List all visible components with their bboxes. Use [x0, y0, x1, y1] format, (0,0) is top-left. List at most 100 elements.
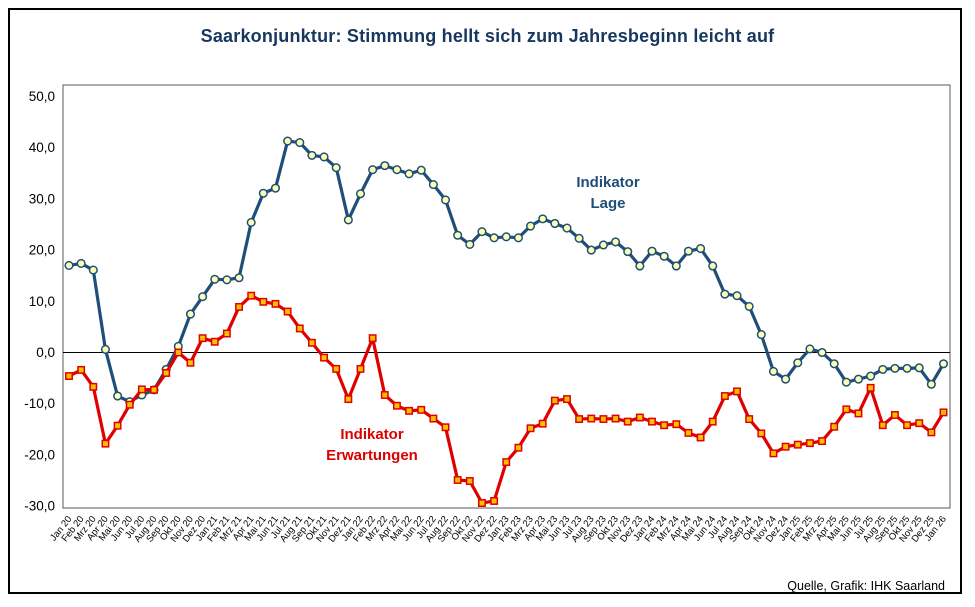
erwartungen-marker: [757, 429, 766, 438]
erwartungen-marker: [125, 400, 134, 409]
lage-marker: [671, 261, 681, 271]
y-tick-label: -20,0: [24, 447, 55, 462]
lage-marker: [222, 275, 232, 285]
lage-marker: [756, 330, 766, 340]
lage-marker: [246, 217, 256, 228]
erwartungen-marker: [866, 383, 875, 392]
legend-lage-line2: Lage: [590, 195, 626, 212]
erwartungen-marker: [453, 476, 462, 484]
lage-marker: [198, 292, 208, 302]
lage-marker: [185, 309, 196, 319]
lage-marker: [866, 371, 876, 381]
erwartungen-marker: [611, 414, 620, 423]
lage-marker: [550, 218, 560, 229]
erwartungen-marker: [417, 405, 426, 414]
lage-marker: [513, 233, 523, 243]
lage-marker: [853, 374, 864, 384]
lage-marker: [805, 344, 815, 354]
erwartungen-marker: [733, 387, 741, 396]
lage-marker: [331, 163, 341, 173]
erwartungen-marker: [198, 334, 207, 343]
erwartungen-marker: [101, 439, 110, 448]
lage-marker: [100, 344, 110, 354]
lage-marker: [720, 289, 730, 299]
lage-marker: [878, 364, 888, 374]
lage-marker: [76, 258, 86, 268]
erwartungen-marker: [283, 307, 292, 316]
erwartungen-marker: [550, 396, 559, 405]
lage-marker: [113, 391, 123, 401]
lage-marker: [525, 221, 536, 231]
legend-lage: Indikator Lage: [528, 172, 688, 214]
lage-marker: [623, 247, 633, 257]
erwartungen-marker: [538, 419, 547, 428]
erwartungen-marker: [805, 439, 814, 448]
lage-marker: [732, 291, 742, 301]
lage-marker: [562, 223, 572, 233]
erwartungen-marker: [696, 433, 705, 442]
erwartungen-marker: [514, 443, 523, 452]
lage-marker: [768, 366, 779, 376]
lage-marker: [890, 363, 900, 373]
erwartungen-marker: [465, 477, 474, 485]
lage-marker: [829, 359, 839, 369]
lage-marker: [270, 183, 281, 193]
erwartungen-marker: [344, 395, 353, 404]
erwartungen-marker: [259, 297, 268, 306]
lage-marker: [926, 379, 936, 389]
erwartungen-marker: [854, 409, 863, 418]
erwartungen-marker: [490, 497, 499, 505]
erwartungen-marker: [915, 419, 924, 428]
lage-marker: [501, 232, 511, 242]
lage-marker: [404, 169, 414, 179]
lage-marker: [793, 358, 803, 368]
lage-marker: [295, 138, 305, 148]
lage-marker: [380, 161, 390, 171]
lage-marker: [258, 188, 268, 198]
chart-title: Saarkonjunktur: Stimmung hellt sich zum …: [200, 26, 775, 46]
erwartungen-marker: [720, 392, 729, 400]
erwartungen-marker: [818, 437, 827, 446]
erwartungen-marker: [708, 417, 717, 426]
erwartungen-marker: [927, 428, 936, 437]
lage-marker: [538, 214, 548, 224]
lage-marker: [586, 245, 596, 255]
erwartungen-marker: [271, 299, 280, 308]
lage-marker: [88, 265, 98, 275]
lage-marker: [428, 180, 438, 190]
lage-marker: [598, 240, 608, 250]
lage-marker: [368, 165, 378, 175]
lage-marker: [64, 260, 74, 271]
lage-marker: [683, 246, 693, 256]
erwartungen-marker: [745, 415, 754, 424]
lage-marker: [283, 136, 293, 146]
erwartungen-marker: [77, 365, 86, 374]
legend-erwartungen-line2: Erwartungen: [326, 447, 418, 464]
erwartungen-marker: [793, 440, 802, 449]
erwartungen-marker: [769, 449, 778, 458]
lage-marker: [817, 347, 827, 358]
erwartungen-marker: [162, 369, 171, 377]
lage-marker: [234, 273, 244, 283]
erwartungen-marker: [137, 385, 146, 394]
erwartungen-marker: [781, 442, 790, 451]
erwartungen-marker: [405, 406, 414, 415]
lage-marker: [210, 274, 220, 284]
erwartungen-marker: [526, 424, 535, 433]
y-tick-label: 30,0: [29, 191, 55, 206]
lage-marker: [902, 363, 912, 373]
lage-marker: [647, 246, 657, 256]
erwartungen-marker: [441, 423, 450, 432]
erwartungen-marker: [672, 420, 681, 429]
lage-marker: [659, 251, 669, 261]
legend-erwartungen: Indikator Erwartungen: [292, 424, 452, 466]
y-tick-label: -10,0: [24, 396, 55, 411]
legend-erwartungen-line1: Indikator: [340, 426, 404, 443]
lage-marker: [708, 261, 718, 271]
lage-marker: [635, 261, 645, 271]
erwartungen-marker: [890, 411, 899, 419]
erwartungen-marker: [320, 353, 329, 362]
erwartungen-marker: [150, 385, 158, 394]
erwartungen-marker: [842, 405, 851, 414]
erwartungen-marker: [575, 415, 584, 424]
